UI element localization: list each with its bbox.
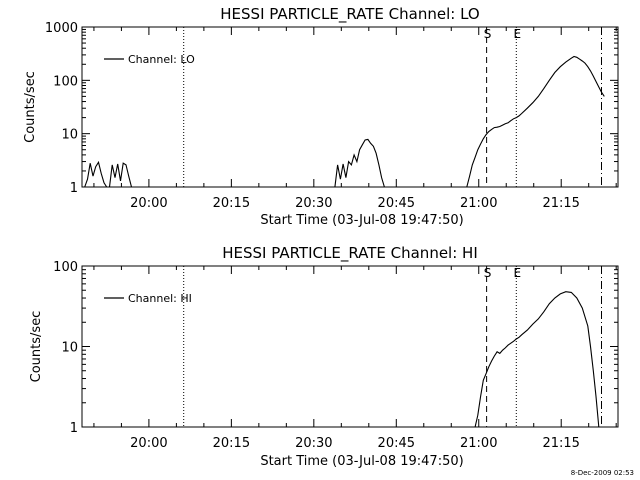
y-tick-label: 10 (61, 341, 78, 356)
timestamp-stamp: 8-Dec-2009 02:53 (571, 469, 634, 477)
x-tick-label: 20:15 (213, 196, 250, 211)
x-axis-label: Start Time (03-Jul-08 19:47:50) (260, 454, 463, 469)
x-tick-label: 20:00 (130, 196, 167, 211)
y-tick-label: 1 (70, 181, 78, 196)
event-marker-label: S (484, 27, 492, 41)
legend-label: Channel: LO (128, 53, 195, 66)
y-axis-label: Counts/sec (23, 71, 38, 143)
x-tick-label: 20:15 (213, 436, 250, 451)
plot-frame (81, 26, 619, 188)
series-line-segment (466, 55, 605, 188)
x-tick-label: 21:15 (542, 436, 579, 451)
x-tick-label: 21:00 (460, 196, 497, 211)
series-line-segment (334, 138, 385, 188)
x-tick-label: 20:45 (378, 196, 415, 211)
chart-title: HESSI PARTICLE_RATE Channel: HI (222, 244, 478, 263)
event-marker-label: S (484, 266, 492, 280)
chart-panel-hi: HESSI PARTICLE_RATE Channel: HI 20:00 20:1… (29, 244, 619, 469)
chart-panel-lo: HESSI PARTICLE_RATE Channel: LO 20:00 20:1… (23, 5, 619, 228)
x-tick-label: 20:30 (295, 196, 332, 211)
chart-title: HESSI PARTICLE_RATE Channel: LO (220, 5, 479, 24)
x-axis-label: Start Time (03-Jul-08 19:47:50) (260, 213, 463, 228)
x-tick-label: 21:00 (460, 436, 497, 451)
legend-label: Channel: HI (128, 292, 192, 305)
y-tick-label: 10 (61, 128, 78, 143)
y-tick-label: 100 (53, 260, 78, 275)
x-tick-label: 20:00 (130, 436, 167, 451)
x-tick-label: 21:15 (542, 196, 579, 211)
y-tick-label: 100 (53, 74, 78, 89)
x-tick-label: 20:30 (295, 436, 332, 451)
plot-frame (81, 265, 619, 428)
y-axis-label: Counts/sec (29, 311, 44, 383)
x-tick-label: 20:45 (378, 436, 415, 451)
event-marker-label: E (514, 266, 522, 280)
series-line-segment (84, 160, 108, 188)
y-tick-label: 1 (70, 421, 78, 436)
y-tick-label: 1000 (45, 21, 78, 36)
event-marker-label: E (514, 27, 522, 41)
series-line-segment (474, 291, 600, 428)
series-line-segment (108, 162, 133, 188)
